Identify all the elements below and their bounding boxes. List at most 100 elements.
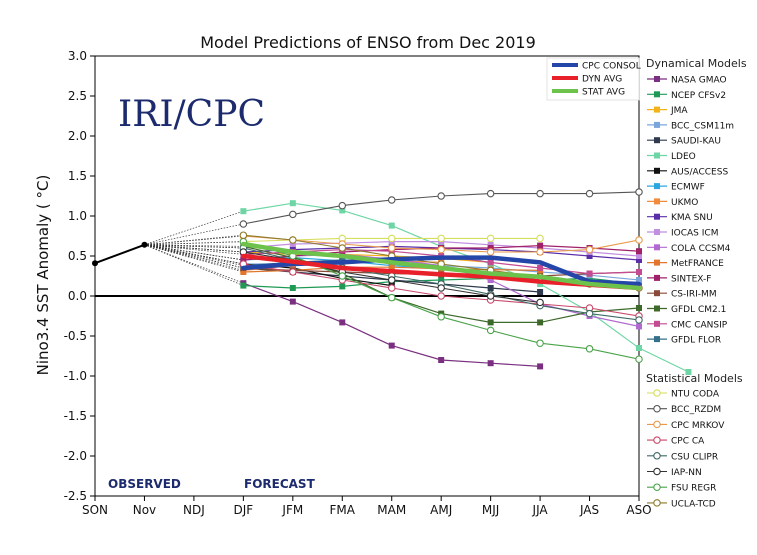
dynamical-model-point: [289, 241, 296, 247]
chart-title: Model Predictions of ENSO from Dec 2019: [200, 33, 536, 52]
axes-layer: -2.5 -2.0 -1.5 -1.0 -0.5 0.0 0.5 1.0 1.5 2.0 2.5 3.…: [64, 49, 652, 517]
dynamical-legend-label: KMA SNU: [671, 213, 713, 223]
statistical-model-point: [338, 272, 347, 280]
statistical-legend-label: NTU CODA: [671, 390, 720, 400]
dynamical-legend-marker: [654, 152, 660, 159]
dynamical-model-point: [636, 345, 642, 351]
forecast-connector: [144, 223, 244, 246]
dynamical-model-point: [487, 319, 494, 326]
dynamical-legend-marker: [654, 259, 660, 266]
statistical-model-point: [437, 192, 445, 200]
dynamical-legend-label: NASA GMAO: [671, 76, 727, 86]
dynamical-model-point: [586, 253, 593, 259]
statistical-legend-label: CPC MRKOV: [671, 421, 725, 431]
y-tick-label: -0.5: [64, 329, 87, 343]
forecast-label: FORECAST: [244, 477, 316, 491]
dynamical-legend-label: IOCAS ICM: [671, 229, 718, 239]
observed-point: [141, 241, 148, 248]
x-tick-label: ASO: [626, 503, 651, 517]
statistical-model-point: [536, 339, 544, 347]
x-tick-label: FMA: [330, 503, 356, 517]
statistical-legend-label: CPC CA: [671, 437, 705, 447]
dynamical-legend-title: Dynamical Models: [646, 57, 747, 70]
dynamical-legend-marker: [654, 244, 660, 251]
observed-point: [92, 260, 98, 267]
iri-cpc-watermark: IRI/CPC: [118, 94, 265, 135]
y-tick-label: 3.0: [68, 49, 87, 63]
statistical-model-point: [536, 189, 544, 198]
x-tick-label: JJA: [532, 503, 549, 517]
dynamical-model-point: [487, 241, 494, 248]
dynamical-legend-marker: [654, 229, 660, 235]
y-tick-label: 1.0: [68, 209, 87, 223]
x-tick-label: JFM: [281, 503, 303, 517]
statistical-model-point: [289, 236, 297, 244]
dynamical-model-point: [339, 283, 346, 290]
statistical-model-point: [387, 234, 396, 243]
dynamical-legend-marker: [654, 290, 660, 297]
dynamical-model-point: [586, 270, 593, 277]
statistical-legend-label: IAP-NN: [671, 468, 702, 478]
y-tick-label: 2.0: [68, 129, 87, 143]
dynamical-model-point: [339, 257, 346, 263]
dynamical-legend-label: JMA: [670, 106, 688, 116]
forecast-connector: [144, 210, 244, 246]
statistical-model-point: [338, 201, 347, 210]
x-tick-label: MAM: [377, 503, 406, 517]
dynamical-legend-marker: [654, 183, 660, 190]
statistical-legend-label: UCLA-TCD: [671, 499, 716, 509]
y-tick-label: 2.5: [68, 89, 87, 103]
dynamical-model-point: [487, 259, 494, 266]
dynamical-model-point: [636, 248, 642, 255]
dynamical-model-point: [388, 342, 395, 349]
statistical-model-point: [387, 244, 396, 252]
forecast-connector: [144, 244, 244, 273]
dynamical-model-point: [487, 360, 494, 367]
observed-label: OBSERVED: [108, 477, 181, 491]
dynamical-legend-marker: [654, 213, 660, 220]
statistical-legend-marker: [653, 404, 661, 413]
y-tick-label: 0.0: [68, 289, 87, 303]
dynamical-model-point: [636, 253, 642, 259]
legend-layer: CPC CONSOL DYN AVG STAT AVG NASA GMAO NCEP C…: [546, 57, 734, 509]
dynamical-legend-marker: [654, 320, 660, 327]
statistical-model-point: [437, 292, 445, 300]
statistical-model-point: [486, 326, 495, 335]
statistical-legend-marker: [653, 467, 661, 476]
summary-line: [241, 241, 642, 291]
y-tick-label: 0.5: [68, 249, 87, 263]
dynamical-legend-marker: [654, 274, 660, 281]
y-tick-label: -1.5: [64, 409, 87, 423]
dynamical-model-point: [487, 245, 494, 251]
dynamical-model-point: [636, 305, 642, 311]
statistical-model-point: [486, 248, 495, 256]
y-tick-label: -2.0: [64, 449, 87, 463]
dynamical-legend-label: CMC CANSIP: [671, 320, 728, 330]
dynamical-legend-label: CS-IRI-MM: [671, 290, 717, 300]
dynamical-model-point: [586, 275, 593, 282]
dynamical-model-point: [438, 357, 445, 363]
dynamical-legend-marker: [654, 336, 660, 343]
statistical-model-point: [486, 292, 495, 300]
statistical-model-point: [437, 234, 445, 243]
forecast-connector: [144, 244, 244, 284]
statistical-legend-label: BCC_RZDM: [671, 405, 721, 415]
statistical-model-point: [635, 236, 643, 244]
dynamical-model-point: [636, 269, 642, 275]
dynamical-model-point: [537, 281, 544, 287]
x-tick-label: DJF: [234, 503, 254, 517]
x-tick-label: NDJ: [183, 503, 205, 517]
statistical-model-point: [387, 196, 396, 204]
dynamical-legend-label: AUS/ACCESS: [671, 167, 728, 177]
dynamical-model-point: [339, 207, 346, 214]
statistical-legend-marker: [653, 483, 661, 491]
dynamical-model-point: [240, 269, 247, 275]
dynamical-legend-marker: [654, 91, 660, 98]
dynamical-legend-label: SINTEX-F: [671, 274, 711, 284]
statistical-legend-title: Statistical Models: [646, 372, 743, 385]
forecast-connector: [144, 244, 244, 266]
statistical-model-point: [635, 355, 643, 363]
forecast-connector: [144, 244, 244, 269]
dynamical-model-point: [537, 265, 544, 271]
x-tick-label: AMJ: [430, 503, 452, 517]
